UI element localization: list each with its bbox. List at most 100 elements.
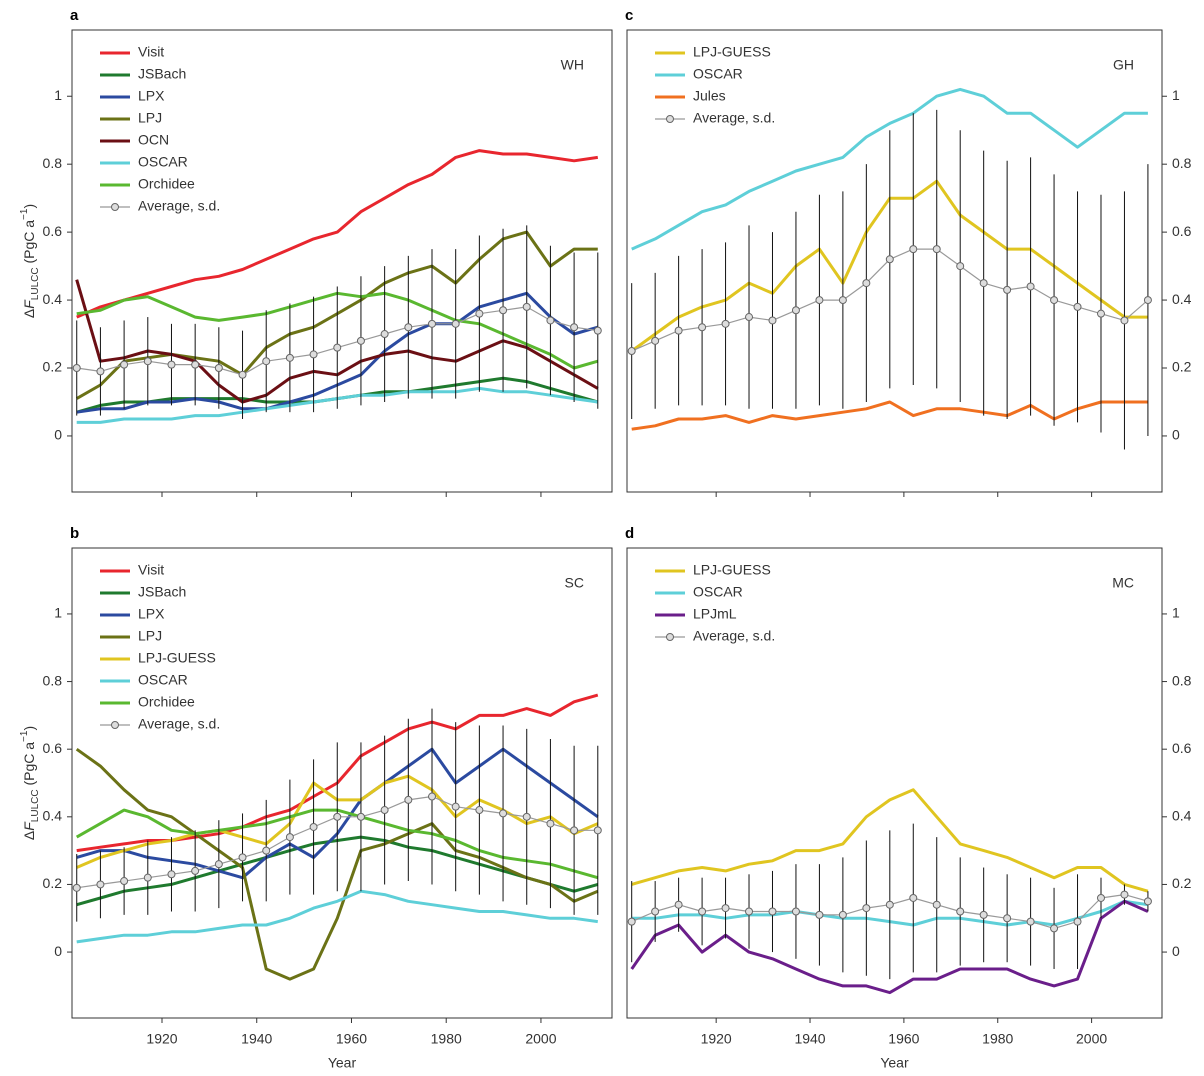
average-marker [96,367,105,376]
average-marker [570,826,579,835]
average-marker [499,306,508,315]
plot-frame [71,29,613,493]
legend-marker [111,203,119,211]
average-marker [120,360,129,369]
legend-marker [111,721,119,729]
average-marker [1073,917,1082,926]
y-tick-label: 0.8 [1172,155,1192,171]
legend-label: JSBach [138,584,186,600]
average-marker [309,350,318,359]
y-tick-label: 0.4 [1172,808,1192,824]
average-marker [404,795,413,804]
legend-label: Orchidee [138,176,195,192]
average-marker [499,809,508,818]
y-axis-label-part: LULCC [30,789,41,822]
legend-label: Average, s.d. [693,628,775,644]
y-tick-label: 0 [54,427,62,443]
legend-marker [666,115,674,123]
average-marker [356,812,365,821]
legend-label: OSCAR [138,672,188,688]
y-tick-label: 0.8 [43,155,63,171]
average-marker [143,873,152,882]
y-tick-label: 1 [54,87,62,103]
average-marker [956,907,965,916]
average-marker [885,900,894,909]
legend-label: LPX [138,606,165,622]
average-marker [768,907,777,916]
average-marker [143,357,152,366]
y-axis-label-part: Δ [21,309,37,318]
average-marker [838,910,847,919]
average-marker [593,826,602,835]
average-marker [333,343,342,352]
average-marker [522,302,531,311]
panel-label: b [70,525,79,542]
average-marker [815,296,824,305]
average-marker [333,812,342,821]
plot-frame [626,547,1163,1019]
y-axis-label-part: ) [21,726,37,731]
average-marker [475,309,484,318]
average-marker [356,336,365,345]
average-marker [1143,296,1152,305]
legend-label: Visit [138,562,164,578]
average-marker [404,323,413,332]
average-marker [262,357,271,366]
y-axis-label-part: −1 [19,208,30,220]
average-marker [191,360,200,369]
average-marker [1096,309,1105,318]
y-tick-label: 1 [1172,87,1180,103]
x-tick-label: 1980 [431,1031,462,1047]
series-line [630,899,1149,995]
legend-marker [666,633,674,641]
average-marker [651,907,660,916]
average-marker [522,812,531,821]
plot-frame [71,547,613,1019]
y-tick-label: 0.2 [1172,875,1192,891]
average-marker [932,900,941,909]
y-tick-label: 0.6 [1172,740,1192,756]
legend-label: LPJmL [693,606,737,622]
panel-label: c [625,7,633,24]
legend-label: LPX [138,88,165,104]
average-marker [546,819,555,828]
y-tick-label: 0.6 [43,223,63,239]
legend-label: Jules [693,88,726,104]
average-marker [721,904,730,913]
average-marker [380,330,389,339]
y-tick-label: 0.4 [43,291,63,307]
y-axis-label-part: LULCC [30,267,41,300]
average-marker [627,347,636,356]
legend-label: LPJ-GUESS [138,650,216,666]
legend-label: Visit [138,44,164,60]
x-tick-label: 1960 [336,1031,367,1047]
legend-label: LPJ-GUESS [693,562,771,578]
y-axis-label-part: F [21,821,37,831]
y-tick-label: 0.6 [1172,223,1192,239]
average-marker [1073,302,1082,311]
y-tick-label: 0.2 [43,875,63,891]
legend-label: JSBach [138,66,186,82]
y-axis-label-part: ) [21,204,37,209]
x-axis-label: Year [328,1055,357,1071]
y-tick-label: 0 [1172,943,1180,959]
y-tick-label: 0 [1172,427,1180,443]
average-marker [214,364,223,373]
y-axis-label-part: F [21,299,37,309]
panel-label: a [70,7,79,24]
x-tick-label: 1960 [888,1031,919,1047]
region-label: SC [565,575,584,591]
average-marker [285,353,294,362]
average-marker [1050,296,1059,305]
x-tick-label: 2000 [1076,1031,1107,1047]
plot-area [627,87,1152,450]
legend-label: LPJ [138,628,162,644]
legend-label: Average, s.d. [693,110,775,126]
average-marker [451,319,460,328]
average-marker [1096,893,1105,902]
average-marker [815,910,824,919]
x-tick-label: 1920 [146,1031,177,1047]
x-tick-label: 1980 [982,1031,1013,1047]
average-marker [1026,917,1035,926]
y-tick-label: 0.2 [43,359,63,375]
